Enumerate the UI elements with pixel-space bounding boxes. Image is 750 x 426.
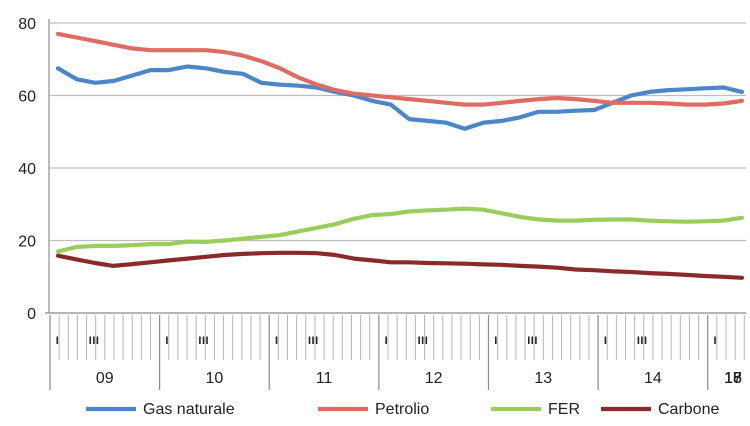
- x-quarter-label: III: [527, 335, 538, 347]
- legend-label: Carbone: [658, 401, 719, 418]
- x-quarter-label: III: [198, 335, 209, 347]
- x-year-label: 15: [724, 370, 742, 387]
- x-year-label: 11: [316, 370, 333, 387]
- legend-label: FER: [548, 401, 580, 418]
- y-tick-label: 60: [18, 89, 36, 106]
- x-quarter-label: I: [494, 335, 498, 347]
- legend-label: Gas naturale: [143, 401, 235, 418]
- series-line-gas-naturale: [55, 64, 745, 131]
- series-line-fer: [55, 206, 745, 254]
- x-year-label: 10: [206, 370, 224, 387]
- x-quarter-label: III: [637, 335, 648, 347]
- series-line-petrolio: [55, 31, 745, 107]
- y-tick-label: 40: [18, 161, 36, 178]
- gridlines: [49, 22, 746, 242]
- y-tick-label: 20: [18, 234, 36, 251]
- x-quarter-label: I: [604, 335, 608, 347]
- x-quarter-label: III: [89, 335, 100, 347]
- y-tick-label: 0: [27, 306, 36, 323]
- legend-label: Petrolio: [375, 401, 429, 418]
- x-quarter-label: I: [714, 335, 718, 347]
- series-lines: [55, 31, 745, 280]
- x-quarter-label: I: [385, 335, 389, 347]
- x-year-label: 18: [724, 370, 742, 387]
- x-quarter-label: I: [165, 335, 169, 347]
- x-year-label: 09: [96, 370, 114, 387]
- x-quarter-label: I: [275, 335, 279, 347]
- x-year-label: 12: [425, 370, 443, 387]
- legend: Gas naturale Petrolio FER Carbone: [86, 401, 719, 418]
- x-quarter-label: III: [418, 335, 429, 347]
- x-quarter-label: I: [56, 335, 60, 347]
- x-year-label: 13: [534, 370, 552, 387]
- series-line-carbone: [55, 250, 745, 280]
- x-year-label: 17: [724, 370, 742, 387]
- x-year-label: 16: [724, 370, 742, 387]
- x-quarter-label: III: [308, 335, 319, 347]
- y-tick-label: 80: [18, 16, 36, 33]
- x-year-label: 14: [644, 370, 662, 387]
